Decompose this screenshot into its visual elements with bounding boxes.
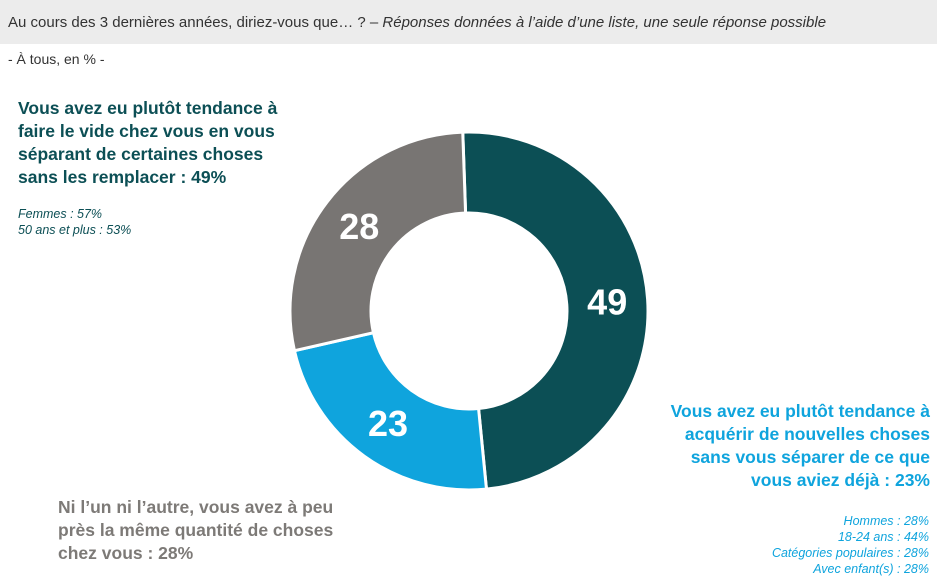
value-label: 23	[368, 403, 408, 444]
label-ni-lun-ni-lautre: Ni l’un ni l’autre, vous avez à peu près…	[58, 496, 358, 565]
label-line: faire le vide chez vous en vous	[18, 121, 275, 141]
label-line: Vous avez eu plutôt tendance à	[670, 401, 930, 421]
label-line: séparant de certaines choses	[18, 144, 264, 164]
detail-line: Catégories populaires : 28%	[771, 546, 929, 560]
label-line: acquérir de nouvelles choses	[684, 424, 930, 444]
label-line: sans vous séparer de ce que	[690, 447, 930, 467]
detail-line: 50 ans et plus : 53%	[18, 223, 132, 237]
label-line: sans les remplacer : 49%	[18, 167, 227, 187]
detail-line: 18-24 ans : 44%	[837, 530, 929, 544]
label-line: chez vous : 28%	[58, 543, 194, 563]
segment-acquerir	[292, 330, 489, 492]
label-line: vous aviez déjà : 23%	[751, 470, 930, 490]
detail-line: Femmes : 57%	[18, 207, 103, 221]
details-faire-le-vide: Femmes : 57% 50 ans et plus : 53%	[18, 206, 131, 238]
segment-ni-lun-ni-lautre	[288, 130, 468, 353]
label-acquerir: Vous avez eu plutôt tendance à acquérir …	[612, 400, 930, 492]
question-dash: –	[365, 14, 383, 31]
label-line: près la même quantité de choses	[58, 520, 334, 540]
question-text: Au cours des 3 dernières années, diriez-…	[8, 14, 366, 31]
label-line: Vous avez eu plutôt tendance à	[18, 98, 278, 118]
details-acquerir: Hommes : 28% 18-24 ans : 44% Catégories …	[772, 513, 929, 577]
detail-line: Avec enfant(s) : 28%	[813, 562, 929, 576]
label-faire-le-vide: Vous avez eu plutôt tendance à faire le …	[18, 97, 318, 189]
detail-line: Hommes : 28%	[843, 514, 929, 528]
question-note: Réponses données à l’aide d’une liste, u…	[382, 14, 827, 31]
base-subtitle: - À tous, en % -	[8, 51, 105, 67]
label-line: Ni l’un ni l’autre, vous avez à peu	[58, 497, 334, 517]
value-label: 49	[587, 281, 627, 322]
segment-faire-le-vide	[461, 130, 650, 491]
value-label: 28	[339, 206, 379, 247]
question-header: Au cours des 3 dernières années, diriez-…	[0, 0, 937, 44]
